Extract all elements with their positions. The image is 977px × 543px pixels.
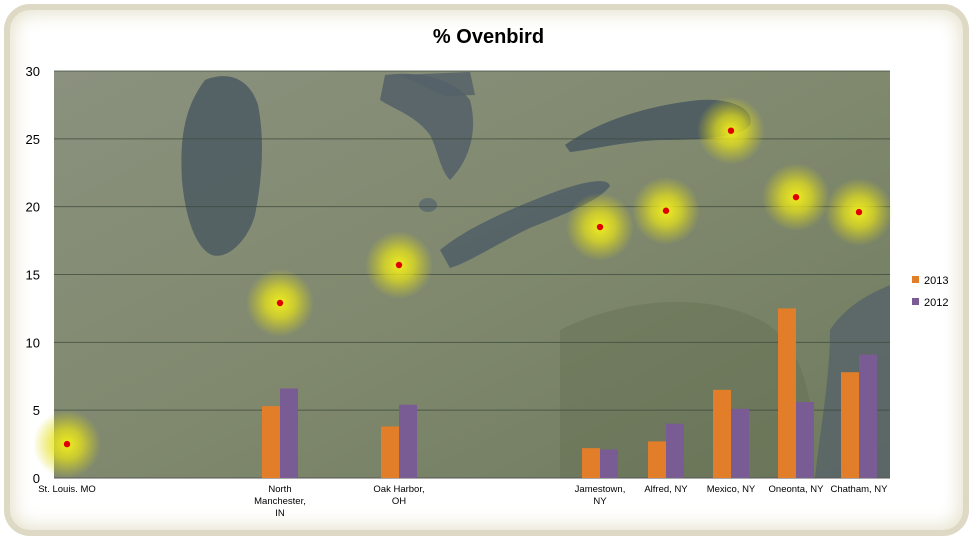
chart-title: % Ovenbird: [432, 26, 545, 48]
x-tick-label: Chatham, NY: [830, 484, 888, 495]
x-axis-ticks: St. Louis. MO North Manchester, IN Oak Harbo…: [38, 484, 888, 519]
bar-2013: [841, 372, 859, 478]
legend-swatch: [912, 298, 919, 305]
location-marker: [727, 127, 735, 134]
bar-2013: [381, 426, 399, 478]
legend: 2013 2012: [912, 275, 948, 309]
y-tick-label: 20: [26, 200, 40, 215]
y-axis-ticks: 0 5 10 15 20 25 30: [26, 64, 40, 486]
x-tick-label: Jamestown, NY: [575, 484, 626, 507]
y-tick-label: 10: [26, 335, 40, 350]
bars: [262, 308, 877, 478]
y-tick-label: 30: [26, 64, 40, 79]
location-marker: [276, 299, 284, 307]
bar-2013: [713, 389, 731, 478]
legend-label: 2013: [924, 275, 948, 287]
y-tick-label: 15: [26, 268, 40, 283]
bar-2012: [399, 404, 417, 478]
y-tick-label: 5: [33, 403, 40, 418]
legend-swatch: [912, 276, 919, 283]
bar-2013: [262, 406, 280, 478]
bar-2013: [648, 441, 666, 478]
location-marker: [596, 223, 604, 231]
x-tick-label: Oneonta, NY: [769, 484, 825, 495]
location-marker: [395, 261, 403, 269]
x-tick-label: Oak Harbor, OH: [373, 484, 424, 507]
bar-2012: [731, 408, 749, 478]
location-marker: [63, 440, 71, 448]
gridlines: [54, 70, 890, 479]
y-tick-label: 25: [26, 132, 40, 147]
location-marker: [662, 207, 670, 214]
bar-2013: [582, 448, 600, 478]
x-tick-label: Alfred, NY: [644, 484, 688, 495]
bar-2013: [778, 308, 796, 478]
bar-2012: [796, 402, 814, 478]
bar-2012: [666, 423, 684, 478]
bar-2012: [600, 449, 618, 478]
x-tick-label: St. Louis. MO: [38, 484, 96, 495]
x-tick-label: North Manchester, IN: [254, 484, 306, 519]
y-tick-label: 0: [33, 471, 40, 486]
location-marker: [792, 193, 800, 201]
x-tick-label: Mexico, NY: [707, 484, 756, 495]
location-marker: [855, 208, 863, 216]
legend-label: 2012: [924, 297, 948, 309]
bar-2012: [859, 354, 877, 478]
bar-2012: [280, 388, 298, 478]
location-markers: [63, 127, 863, 448]
